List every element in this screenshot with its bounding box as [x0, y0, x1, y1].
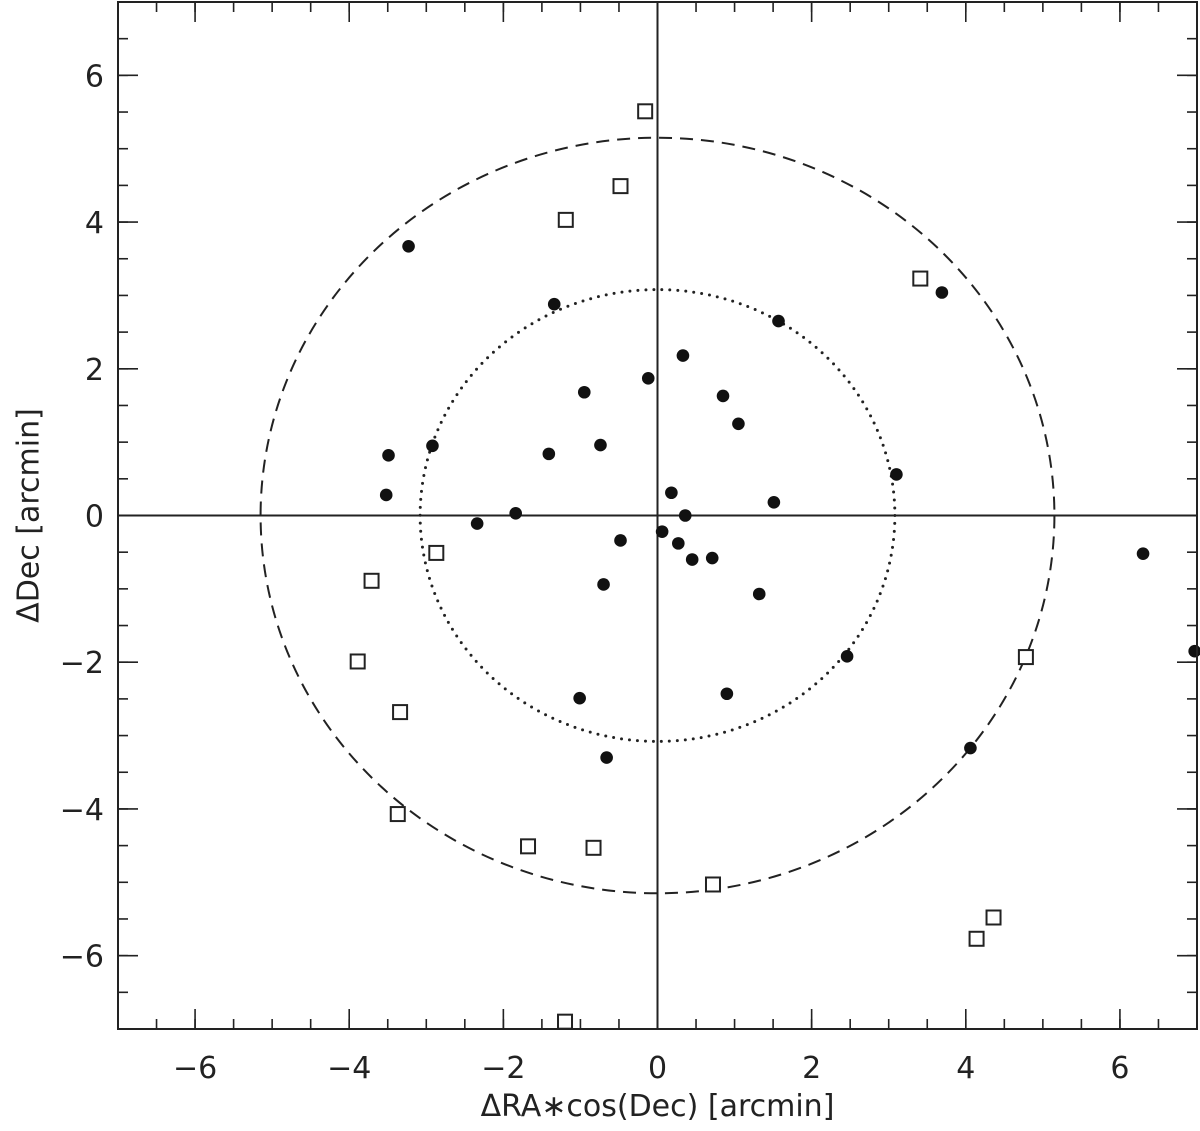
x-axis-title: ΔRA∗cos(Dec) [arcmin]	[481, 1089, 835, 1124]
filled-circle-point	[672, 537, 685, 550]
x-tick-label: 6	[1110, 1051, 1129, 1086]
filled-circle-point	[509, 506, 522, 520]
reference-circles	[259, 136, 1056, 895]
y-tick-labels: −6 −4 −2 0 2 4 6	[60, 59, 104, 974]
filled-circle-point	[542, 447, 556, 461]
y-tick-label: 2	[85, 353, 104, 388]
filled-circle-point	[772, 314, 785, 328]
open-square-point	[557, 1013, 574, 1030]
filled-circle-point	[382, 449, 395, 462]
open-square-point	[349, 653, 366, 670]
open-square-point	[389, 806, 406, 823]
filled-circle-point	[752, 587, 766, 601]
filled-circle-point	[402, 239, 415, 253]
open-square-point	[985, 909, 1002, 926]
filled-circle-point	[685, 553, 699, 566]
y-tick-label: −2	[60, 646, 104, 681]
filled-circle-point	[705, 551, 719, 565]
filled-circle-point	[716, 389, 730, 403]
filled-circle-point	[676, 349, 690, 362]
open-square-point	[428, 544, 445, 561]
open-square-point	[585, 839, 602, 856]
filled-circle-point	[720, 687, 734, 701]
filled-circle-point	[732, 417, 745, 431]
filled-circle-point	[577, 385, 591, 399]
filled-circle-point	[890, 468, 903, 481]
open-square-point	[968, 930, 985, 947]
open-square-point	[637, 103, 654, 120]
y-tick-label: 6	[85, 59, 104, 94]
open-square-point	[912, 270, 929, 287]
filled-circle-point	[547, 297, 561, 311]
filled-circle-point	[470, 517, 484, 530]
open-square-point	[612, 178, 629, 195]
x-tick-label: −2	[481, 1051, 525, 1086]
y-tick-label: −4	[60, 793, 104, 828]
y-axis-title: ΔDec [arcmin]	[12, 408, 47, 623]
filled-circle-point	[964, 741, 977, 755]
y-tick-label: 0	[85, 500, 104, 535]
filled-circle-point	[840, 650, 854, 663]
x-tick-label: −4	[327, 1051, 371, 1086]
filled-circle-point	[614, 534, 627, 547]
open-square-point	[392, 704, 409, 721]
filled-circle-point	[665, 486, 678, 500]
filled-circle-point	[379, 488, 393, 502]
filled-circle-point	[597, 578, 610, 591]
filled-circle-point	[935, 286, 949, 299]
filled-circle-point	[426, 439, 439, 453]
open-square-point	[520, 838, 537, 855]
plot-frame	[117, 1, 1198, 1030]
y-tick-label: −6	[60, 940, 104, 975]
x-tick-label: 2	[802, 1051, 821, 1086]
filled-circle-point	[594, 438, 607, 452]
filled-circle-point	[641, 372, 655, 385]
filled-circle-point	[655, 525, 669, 538]
x-tick-labels: −6 −4 −2 0 2 4 6	[173, 1051, 1130, 1086]
x-tick-label: −6	[173, 1051, 217, 1086]
reference-lines	[118, 2, 1197, 1029]
open-square-point	[1017, 649, 1034, 666]
x-tick-label: 4	[956, 1051, 975, 1086]
filled-circle-point	[573, 691, 586, 705]
x-tick-label: 0	[648, 1051, 667, 1086]
y-tick-label: 4	[85, 206, 104, 241]
filled-circle-point	[678, 509, 692, 522]
filled-circle-point	[1188, 644, 1200, 658]
dashed-circle	[259, 136, 1056, 895]
data-points	[349, 103, 1200, 1030]
open-square-point	[363, 572, 380, 589]
filled-circle-point	[1136, 547, 1150, 560]
dotted-circle	[418, 288, 897, 743]
open-square-point	[557, 211, 574, 228]
filled-circle-point	[600, 751, 613, 764]
open-square-point	[704, 876, 721, 893]
filled-circle-point	[767, 495, 781, 509]
